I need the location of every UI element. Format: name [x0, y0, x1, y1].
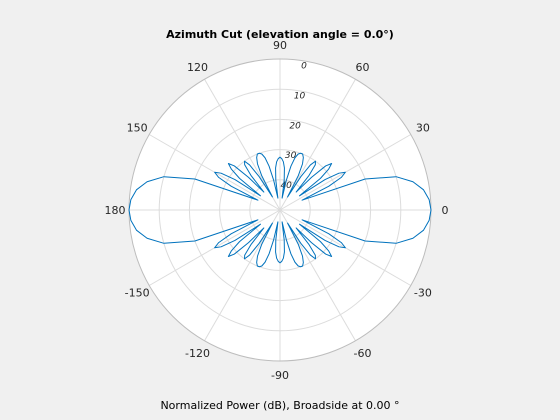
angle-tick-label: 0: [442, 204, 449, 217]
angle-tick-label: 60: [356, 61, 370, 74]
angle-tick-label: -90: [271, 369, 289, 382]
radial-tick-label: 20: [289, 121, 301, 131]
chart-title: Azimuth Cut (elevation angle = 0.0°): [166, 28, 394, 41]
polar-axes: 0 30 60 90 120 150 180 -150 -120 -90 -60 -30 0 10 20 3…: [105, 39, 449, 382]
angle-tick-label: 30: [416, 122, 430, 135]
angular-gridline-10: [279, 209, 356, 342]
angle-tick-labels: 0 30 60 90 120 150 180 -150 -120 -90 -60 -30: [105, 39, 449, 382]
radial-tick-labels: 0 10 20 30 40: [280, 62, 307, 191]
angle-tick-label: 150: [127, 122, 148, 135]
angle-tick-label: -60: [354, 347, 372, 360]
angular-gridline-4: [204, 78, 281, 211]
angle-tick-label: 180: [105, 204, 126, 217]
angular-gridline-2: [279, 78, 356, 211]
radial-tick-label: 10: [294, 92, 306, 102]
radial-tick-label: 30: [285, 151, 297, 161]
radial-tick-label: 40: [280, 181, 292, 191]
radial-tick-label: 0: [301, 62, 307, 72]
angular-gridlines: [129, 59, 431, 361]
angle-tick-label: -120: [185, 347, 210, 360]
x-axis-label: Normalized Power (dB), Broadside at 0.00…: [160, 399, 399, 412]
series-layer: [128, 152, 432, 268]
angle-tick-label: 90: [273, 39, 287, 52]
angular-gridline-8: [204, 209, 281, 342]
angle-tick-label: -30: [414, 287, 432, 300]
angle-tick-label: 120: [187, 61, 208, 74]
angle-tick-label: -150: [125, 287, 150, 300]
series-line-0: [128, 152, 432, 268]
